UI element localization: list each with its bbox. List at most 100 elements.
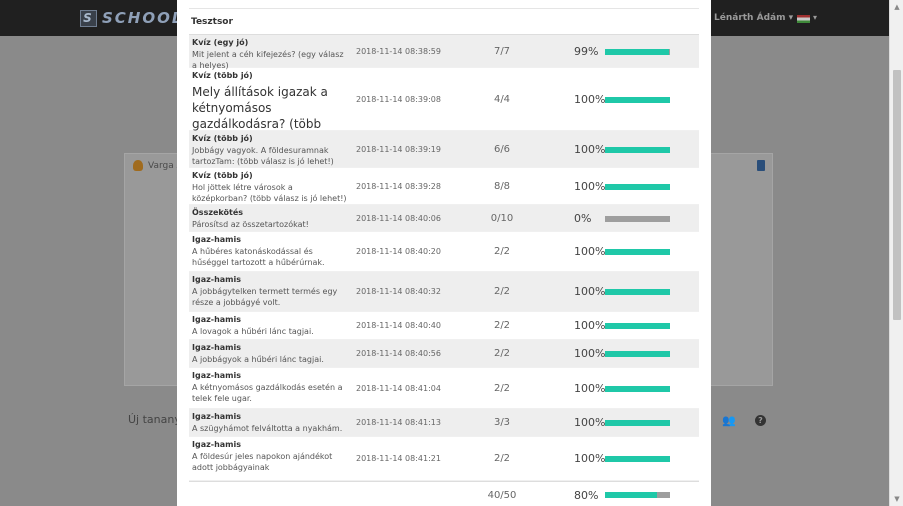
question-score: 2/2 (493, 320, 511, 331)
question-progress-fill (605, 249, 670, 255)
question-score: 2/2 (493, 453, 511, 464)
question-progress-fill (605, 351, 670, 357)
question-progress-fill (605, 420, 670, 426)
question-type: Igaz-hamis (192, 371, 242, 380)
owner-name: Varga Á (148, 160, 183, 171)
question-progress-fill (605, 49, 670, 55)
answer-date: 2018-11-14 08:39:28 (356, 182, 441, 191)
question-progress-bar (605, 49, 670, 55)
results-table: Kvíz (egy jó) Mit jelent a céh kifejezés?… (189, 35, 699, 481)
question-percent: 100% (574, 245, 606, 258)
user-menu[interactable]: Lénárth Ádám ▾ (714, 13, 794, 23)
help-icon[interactable]: ? (755, 415, 766, 426)
logo-text: SCHOOL (102, 9, 184, 27)
question-cell: Igaz-hamis A szügyhámot felváltotta a nya… (192, 411, 347, 434)
answer-date: 2018-11-14 08:39:19 (356, 145, 441, 154)
table-row: Igaz-hamis A jobbágytelken termett termés… (189, 272, 699, 312)
question-progress-bar (605, 97, 670, 103)
modal-title: Tesztsor (191, 17, 233, 27)
total-progress-fill (605, 492, 657, 498)
question-text: A jobbágyok a hűbéri lánc tagjai. (192, 355, 324, 364)
question-progress-bar (605, 351, 670, 357)
table-row: Igaz-hamis A kétnyomásos gazdálkodás eset… (189, 368, 699, 409)
page-scrollbar[interactable]: ▲ ▼ (889, 0, 903, 506)
answer-date: 2018-11-14 08:40:56 (356, 349, 441, 358)
question-progress-fill (605, 289, 670, 295)
question-cell: Kvíz (több jó) Jobbágy vagyok. A földesur… (192, 133, 347, 167)
scroll-down-icon[interactable]: ▼ (894, 495, 900, 503)
background-owner: Varga Á (133, 160, 183, 171)
table-row: Igaz-hamis A lovagok a hűbéri lánc tagjai… (189, 312, 699, 340)
question-text: Hol jöttek létre városok a középkorban? … (192, 183, 347, 203)
question-percent: 99% (574, 45, 599, 58)
question-score: 8/8 (493, 181, 511, 192)
question-score: 7/7 (493, 46, 511, 57)
answer-date: 2018-11-14 08:40:20 (356, 247, 441, 256)
table-row: Kvíz (több jó) Hol jöttek létre városok a… (189, 168, 699, 205)
question-cell: Igaz-hamis A lovagok a hűbéri lánc tagjai… (192, 314, 347, 337)
question-progress-bar (605, 184, 670, 190)
question-cell: Igaz-hamis A kétnyomásos gazdálkodás eset… (192, 370, 347, 404)
question-text: A lovagok a hűbéri lánc tagjai. (192, 327, 314, 336)
question-progress-fill (605, 323, 670, 329)
question-percent: 100% (574, 452, 606, 465)
trash-icon[interactable] (757, 160, 765, 171)
question-percent: 100% (574, 180, 606, 193)
question-cell: Igaz-hamis A hűbéres katonáskodással és h… (192, 234, 347, 268)
question-text: A jobbágytelken termett termés egy része… (192, 287, 338, 307)
question-percent: 100% (574, 143, 606, 156)
question-progress-fill (605, 147, 670, 153)
question-progress-fill (605, 184, 670, 190)
answer-date: 2018-11-14 08:39:08 (356, 95, 441, 104)
question-score: 2/2 (493, 286, 511, 297)
question-type: Kvíz (több jó) (192, 134, 253, 143)
table-row: Kvíz (több jó) Jobbágy vagyok. A földesur… (189, 131, 699, 168)
owner-badge-icon (133, 160, 143, 171)
question-cell: Igaz-hamis A földesúr jeles napokon ajánd… (192, 439, 347, 473)
question-text: A hűbéres katonáskodással és hűséggel ta… (192, 247, 325, 267)
app-logo[interactable]: S SCHOOL (80, 9, 183, 27)
test-results-modal: Tesztsor Kvíz (egy jó) Mit jelent a céh k… (177, 0, 711, 506)
new-material-input[interactable]: Új tananya (128, 413, 188, 426)
answer-date: 2018-11-14 08:40:06 (356, 214, 441, 223)
question-progress-bar (605, 323, 670, 329)
table-row: Igaz-hamis A szügyhámot felváltotta a nya… (189, 409, 699, 437)
question-score: 0/10 (490, 213, 514, 224)
language-flag-icon[interactable] (797, 15, 810, 23)
total-score: 40/50 (487, 490, 517, 501)
question-type: Kvíz (egy jó) (192, 38, 249, 47)
question-progress-bar (605, 386, 670, 392)
answer-date: 2018-11-14 08:41:21 (356, 454, 441, 463)
modal-header: Tesztsor (189, 8, 699, 35)
table-row: Igaz-hamis A jobbágyok a hűbéri lánc tagj… (189, 340, 699, 368)
question-score: 2/2 (493, 348, 511, 359)
question-text: Mit jelent a céh kifejezés? (egy válasz … (192, 50, 344, 70)
question-percent: 100% (574, 347, 606, 360)
question-progress-bar (605, 420, 670, 426)
language-chevron-down-icon[interactable]: ▾ (813, 13, 818, 22)
question-type: Igaz-hamis (192, 275, 242, 284)
question-type: Igaz-hamis (192, 315, 242, 324)
question-type: Igaz-hamis (192, 440, 242, 449)
total-percent: 80% (574, 489, 599, 502)
answer-date: 2018-11-14 08:40:40 (356, 321, 441, 330)
table-row: Igaz-hamis A földesúr jeles napokon ajánd… (189, 437, 699, 481)
question-score: 3/3 (493, 417, 511, 428)
people-icon[interactable]: 👥 (722, 414, 736, 427)
question-cell: Összekötés Párosítsd az összetartozókat! (192, 207, 347, 230)
question-score: 6/6 (493, 144, 511, 155)
question-percent: 100% (574, 93, 606, 106)
question-text: A kétnyomásos gazdálkodás esetén a telek… (192, 383, 343, 403)
answer-date: 2018-11-14 08:41:13 (356, 418, 441, 427)
question-type: Kvíz (több jó) (192, 71, 253, 80)
scroll-thumb[interactable] (893, 70, 901, 320)
scroll-up-icon[interactable]: ▲ (894, 3, 900, 11)
question-text: A földesúr jeles napokon ajándékot adott… (192, 452, 333, 472)
question-cell: Kvíz (több jó) Hol jöttek létre városok a… (192, 170, 347, 204)
table-row: Összekötés Párosítsd az összetartozókat! 2… (189, 205, 699, 232)
question-percent: 100% (574, 285, 606, 298)
question-type: Igaz-hamis (192, 235, 242, 244)
question-progress-bar (605, 147, 670, 153)
total-progress-bar (605, 492, 670, 498)
question-type: Igaz-hamis (192, 412, 242, 421)
